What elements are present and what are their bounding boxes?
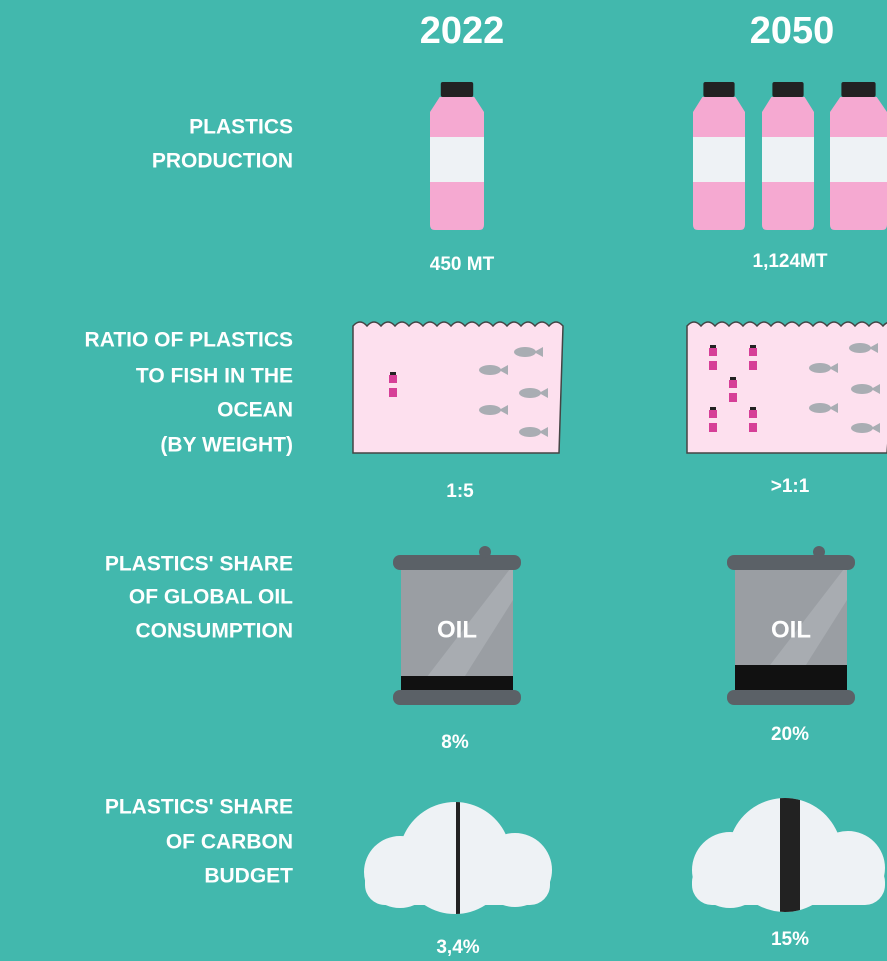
bottle-cap <box>440 82 474 97</box>
mini-bottle-cap <box>750 407 756 410</box>
fish-tail <box>829 403 838 413</box>
bottle-label <box>762 137 814 182</box>
barrel-text: OIL <box>771 616 811 643</box>
bottle-icon <box>762 82 814 230</box>
row-value: 1,124MT <box>753 251 828 272</box>
bottle-cap <box>772 82 804 97</box>
bottle-label <box>693 137 745 182</box>
row-value: 3,4% <box>436 937 479 958</box>
row-label: (BY WEIGHT) <box>160 434 293 457</box>
row-label: OF CARBON <box>166 831 293 854</box>
barrel-shine <box>747 565 847 695</box>
bottle-icon <box>830 82 887 230</box>
bottle-cap <box>703 82 735 97</box>
fish <box>479 405 501 415</box>
row-value: 8% <box>441 732 469 753</box>
row-label: PRODUCTION <box>152 150 293 173</box>
fish-tail <box>539 427 548 437</box>
cloud-share <box>780 798 800 912</box>
cloud-share <box>456 802 460 914</box>
fish-tail <box>871 384 880 394</box>
fish <box>479 365 501 375</box>
column-header: 2022 <box>420 10 505 52</box>
barrel-cap <box>479 546 491 558</box>
mini-bottle-band <box>709 418 717 423</box>
fish <box>809 363 831 373</box>
mini-bottle-band <box>729 388 737 393</box>
ocean-water <box>352 321 564 454</box>
row-label: CONSUMPTION <box>136 620 294 643</box>
mini-bottle-band <box>389 383 397 388</box>
barrel-cap <box>813 546 825 558</box>
mini-bottle-cap <box>710 407 716 410</box>
mini-bottle-cap <box>750 345 756 348</box>
barrel-bottom-rim <box>727 690 855 705</box>
bottle-icon <box>430 82 484 230</box>
fish-tail <box>499 365 508 375</box>
mini-bottle-band <box>749 356 757 361</box>
mini-bottle-band <box>749 418 757 423</box>
row-value: 450 MT <box>430 254 495 275</box>
fish-tail <box>499 405 508 415</box>
barrel-shine <box>413 565 513 695</box>
fish <box>519 388 541 398</box>
row-value: >1:1 <box>771 476 810 497</box>
oil-barrel-icon: OIL <box>727 546 855 705</box>
barrel-oil-level <box>401 676 513 690</box>
barrel-text: OIL <box>437 616 477 643</box>
fish <box>851 423 873 433</box>
row-label: PLASTICS' SHARE <box>105 553 293 576</box>
ocean-icon <box>686 321 887 454</box>
bottle-label <box>830 137 887 182</box>
fish <box>851 384 873 394</box>
fish <box>514 347 536 357</box>
fish-tail <box>829 363 838 373</box>
row-value: 20% <box>771 724 809 745</box>
mini-bottle-band <box>709 356 717 361</box>
ocean-icon <box>352 321 564 454</box>
row-label: OF GLOBAL OIL <box>129 586 293 609</box>
bottle-cap <box>841 82 876 97</box>
fish <box>849 343 871 353</box>
barrel-top-rim <box>393 555 521 570</box>
mini-bottle-cap <box>730 377 736 380</box>
row-label: BUDGET <box>204 865 293 888</box>
row-label: PLASTICS' SHARE <box>105 796 293 819</box>
fish-tail <box>539 388 548 398</box>
barrel-oil-level <box>735 665 847 690</box>
fish <box>809 403 831 413</box>
row-value: 1:5 <box>446 481 474 502</box>
barrel-top-rim <box>727 555 855 570</box>
row-label: RATIO OF PLASTICS <box>85 329 293 352</box>
fish <box>519 427 541 437</box>
oil-barrel-icon: OIL <box>393 546 521 705</box>
row-label: OCEAN <box>217 399 293 422</box>
bottle-icon <box>693 82 745 230</box>
mini-bottle-cap <box>390 372 396 375</box>
ocean-water <box>686 321 887 454</box>
bottle-label <box>430 137 484 182</box>
row-label: PLASTICS <box>189 116 293 139</box>
barrel-bottom-rim <box>393 690 521 705</box>
fish-tail <box>869 343 878 353</box>
row-value: 15% <box>771 929 809 950</box>
column-header: 2050 <box>750 10 835 52</box>
row-label: TO FISH IN THE <box>136 365 293 388</box>
fish-tail <box>534 347 543 357</box>
fish-tail <box>871 423 880 433</box>
mini-bottle-cap <box>710 345 716 348</box>
